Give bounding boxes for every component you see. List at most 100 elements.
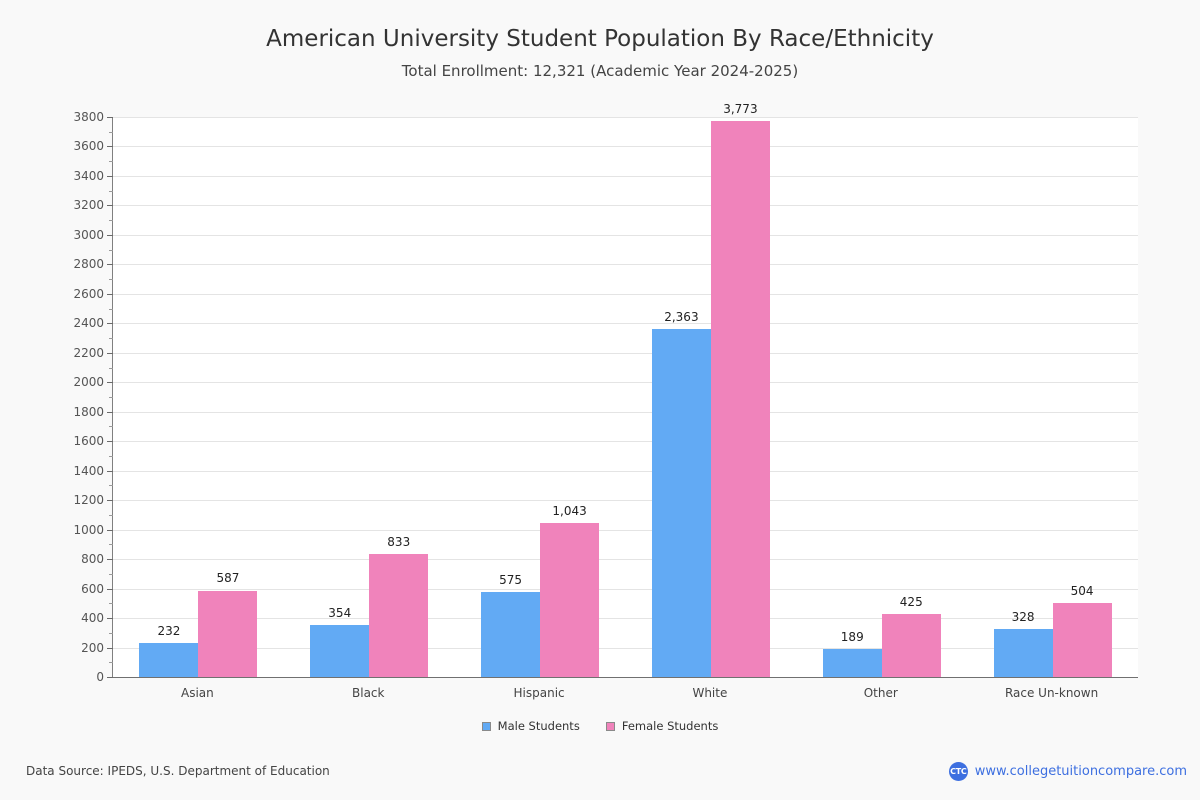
y-tick-minor: [109, 220, 113, 222]
bar-value-label: 354: [328, 605, 352, 620]
bar-white-male[interactable]: [651, 328, 711, 677]
gridline: [113, 293, 1138, 295]
gridline: [113, 117, 1138, 118]
x-axis-label-race-un-known: Race Un-known: [1004, 686, 1099, 700]
y-tick-major: [107, 559, 113, 561]
y-axis-tick-label: 2200: [73, 345, 104, 360]
chart-title: American University Student Population B…: [266, 26, 934, 52]
gridline: [113, 234, 1138, 236]
y-tick-minor: [109, 131, 113, 133]
bar-value-label: 232: [157, 623, 181, 638]
y-tick-minor: [109, 573, 113, 575]
y-tick-minor: [109, 190, 113, 192]
y-tick-minor: [109, 544, 113, 546]
legend: Male Students Female Students: [0, 719, 1200, 733]
y-tick-minor: [109, 485, 113, 487]
gridline: [113, 559, 1138, 561]
bar-black-male[interactable]: [310, 624, 370, 677]
y-axis-tick-label: 1600: [73, 434, 104, 449]
y-axis-tick-label: 3400: [73, 168, 104, 183]
bar-other-female[interactable]: [881, 614, 941, 677]
y-axis-tick-label: 3800: [73, 110, 104, 124]
y-tick-minor: [109, 249, 113, 251]
bar-black-female[interactable]: [369, 554, 429, 677]
data-source-note: Data Source: IPEDS, U.S. Department of E…: [26, 764, 330, 778]
y-tick-major: [107, 677, 113, 678]
y-axis-tick-label: 200: [81, 640, 104, 655]
gridline: [113, 323, 1138, 325]
plot-area: 232 587 354 833 575 1,043 2,363 3,773 189 425 328 5…: [107, 102, 1138, 678]
gridline: [113, 441, 1138, 443]
y-tick-major: [107, 264, 113, 266]
bar-white-female[interactable]: [710, 120, 770, 677]
x-axis-label-white: White: [692, 686, 728, 700]
y-tick-minor: [109, 426, 113, 428]
x-axis-label-hispanic: Hispanic: [513, 686, 565, 700]
bar-value-label: 425: [899, 595, 923, 610]
gridline: [113, 618, 1138, 620]
legend-item-male-students[interactable]: Male Students: [481, 719, 580, 733]
y-tick-minor: [109, 514, 113, 516]
y-tick-major: [107, 146, 113, 148]
gridline: [113, 500, 1138, 502]
bar-other-male[interactable]: [822, 649, 882, 677]
gridline: [113, 146, 1138, 148]
y-tick-minor: [109, 397, 113, 398]
bar-value-label: 189: [840, 630, 864, 645]
y-axis-tick-label: 600: [81, 581, 104, 596]
y-tick-major: [107, 618, 113, 620]
chart-subtitle: Total Enrollment: 12,321 (Academic Year …: [401, 62, 799, 80]
y-axis-tick-label: 1000: [73, 522, 104, 537]
y-tick-major: [107, 382, 113, 384]
y-tick-minor: [109, 161, 113, 163]
y-axis-tick-label: 3200: [73, 198, 104, 213]
bar-value-label: 833: [387, 535, 411, 550]
y-tick-major: [107, 529, 113, 531]
y-tick-major: [107, 441, 113, 443]
bar-value-label: 2,363: [664, 309, 699, 324]
y-axis-tick-label: 2400: [73, 316, 104, 331]
y-axis-tick-label: 1400: [73, 463, 104, 478]
gridline: [113, 470, 1138, 472]
y-tick-major: [107, 234, 113, 236]
y-axis-tick-label: 1800: [73, 404, 104, 419]
brand-url-label: www.collegetuitioncompare.com: [974, 764, 1187, 779]
y-axis-tick-label: 2600: [73, 286, 104, 301]
y-tick-minor: [109, 279, 113, 281]
y-tick-major: [107, 175, 113, 177]
bar-race-un-known-female[interactable]: [1052, 602, 1112, 677]
y-tick-major: [107, 117, 113, 118]
x-axis-label-asian: Asian: [181, 686, 214, 700]
bar-value-label: 1,043: [552, 504, 587, 519]
y-tick-major: [107, 293, 113, 295]
y-tick-minor: [109, 603, 113, 605]
bar-asian-female[interactable]: [198, 590, 258, 677]
bar-value-label: 328: [1011, 609, 1035, 624]
y-tick-minor: [109, 455, 113, 457]
gridline: [113, 352, 1138, 354]
bar-asian-male[interactable]: [139, 642, 199, 677]
legend-item-female-students[interactable]: Female Students: [605, 719, 718, 733]
y-tick-major: [107, 411, 113, 413]
y-tick-major: [107, 205, 113, 207]
bar-hispanic-male[interactable]: [481, 592, 541, 677]
gridline: [113, 588, 1138, 590]
legend-swatch-icon: [481, 721, 491, 731]
y-tick-major: [107, 323, 113, 325]
bar-hispanic-female[interactable]: [540, 523, 600, 677]
gridline: [113, 529, 1138, 531]
legend-label: Male Students: [497, 719, 580, 733]
y-tick-minor: [109, 662, 113, 664]
y-tick-minor: [109, 632, 113, 634]
y-axis-tick-label: 3000: [73, 227, 104, 242]
y-tick-major: [107, 647, 113, 649]
y-axis-tick-label: 0: [96, 670, 104, 684]
y-axis-tick-label: 2800: [73, 257, 104, 272]
brand-link[interactable]: CTC www.collegetuitioncompare.com: [948, 762, 1187, 781]
y-axis-tick-label: 1200: [73, 493, 104, 508]
bar-race-un-known-male[interactable]: [993, 628, 1053, 677]
y-tick-major: [107, 352, 113, 354]
y-axis-tick-label: 400: [81, 611, 104, 626]
y-tick-minor: [109, 367, 113, 369]
